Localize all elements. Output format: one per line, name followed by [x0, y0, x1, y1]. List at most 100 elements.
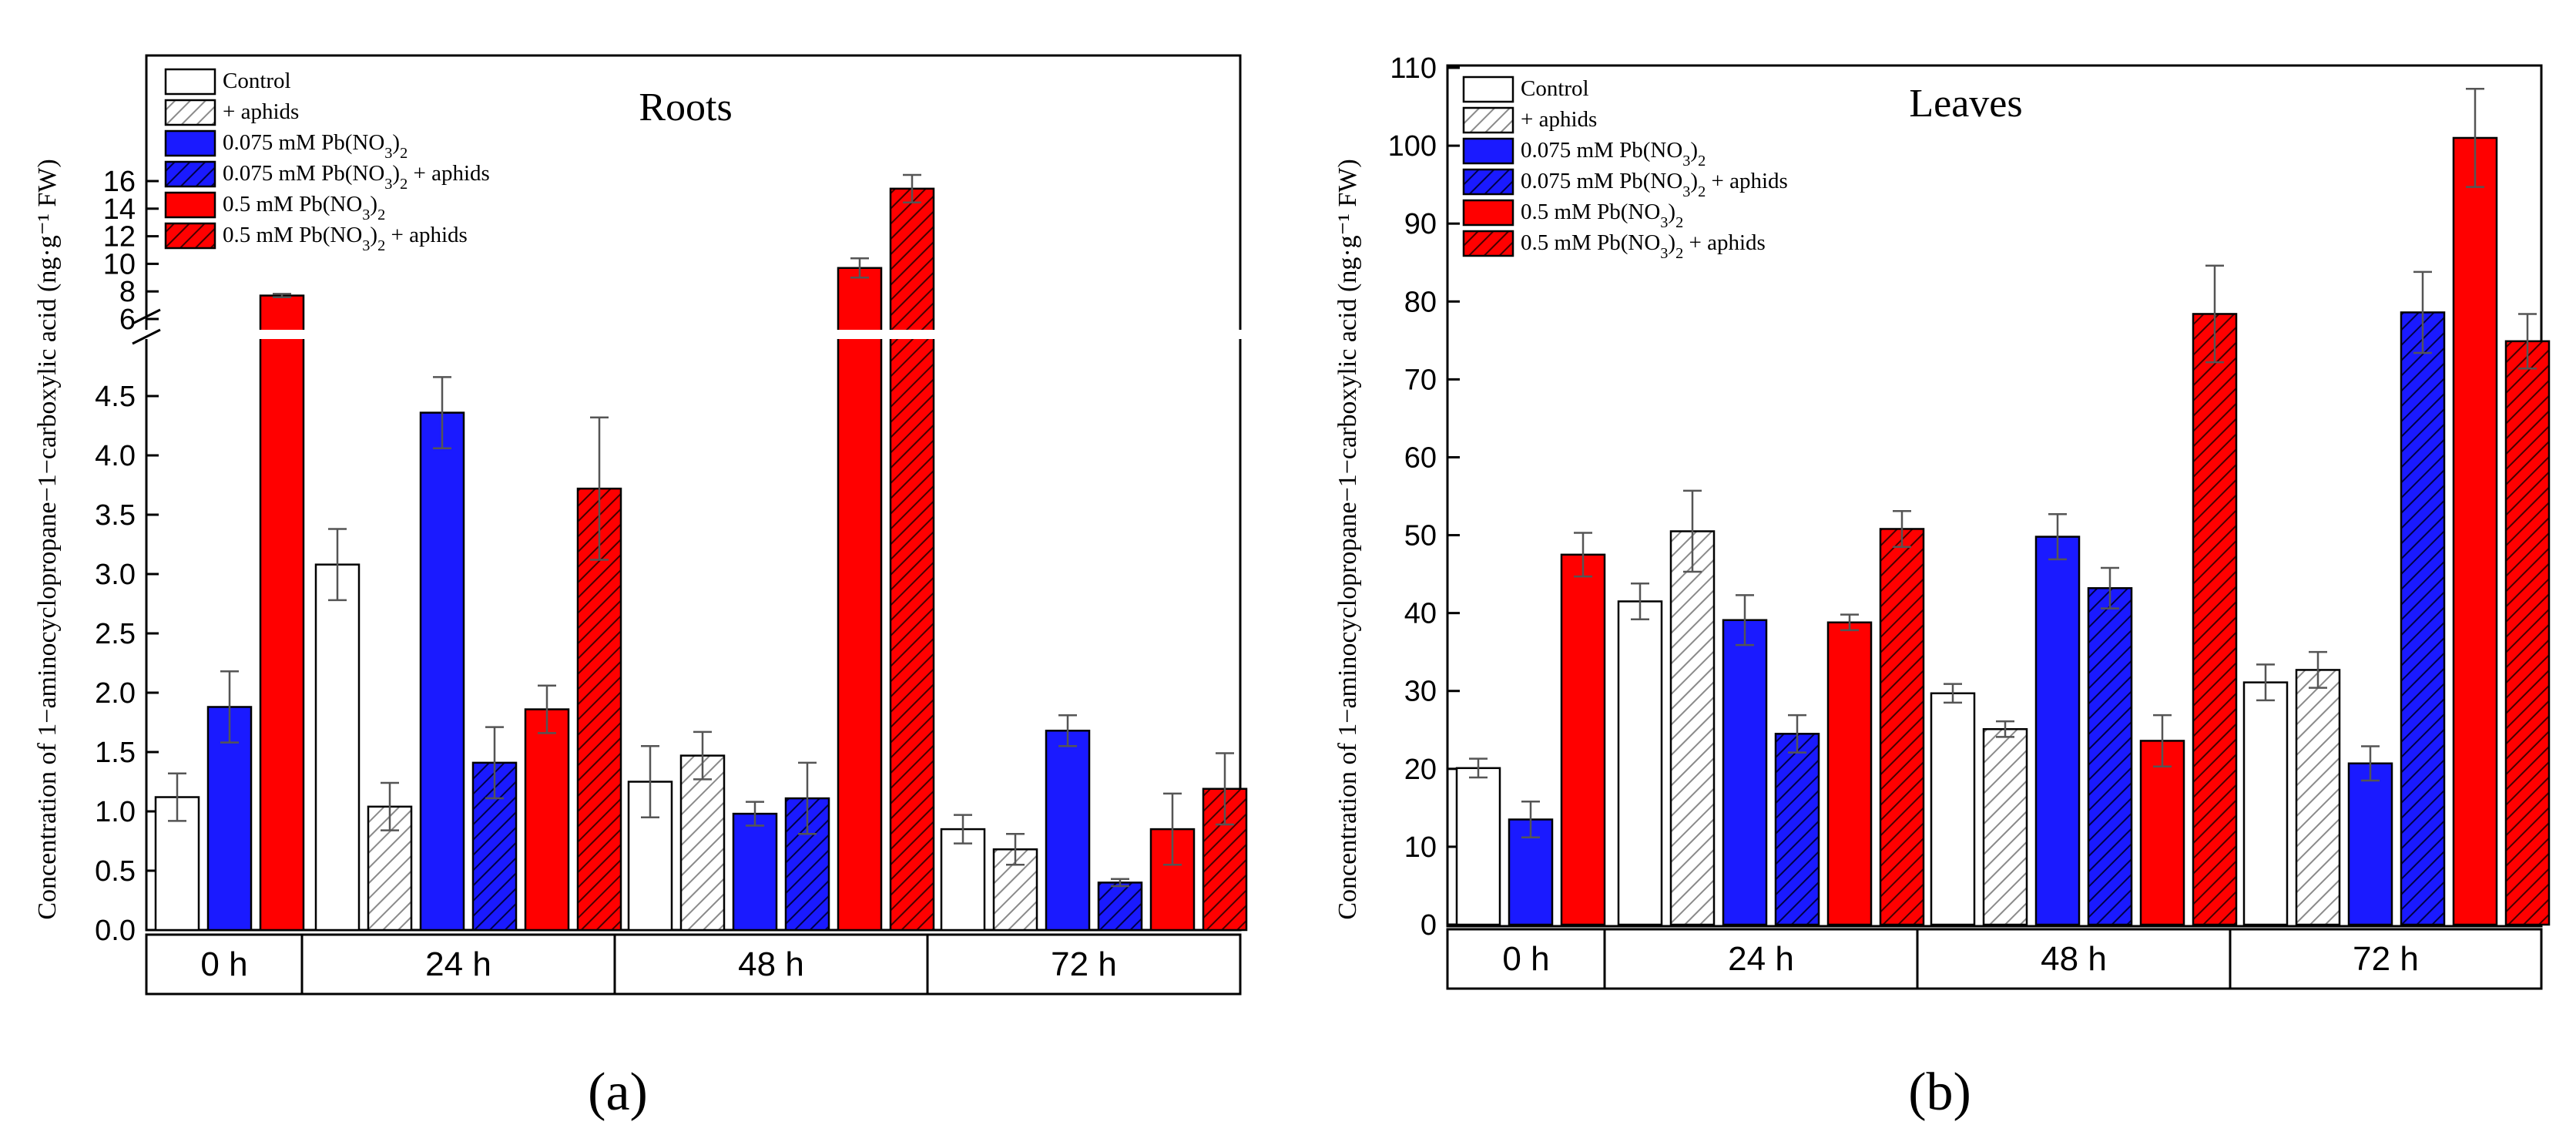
- bar: [1669, 530, 1716, 926]
- legend-swatch: [164, 160, 216, 188]
- time-label: 72 h: [1051, 945, 1117, 983]
- leaves-y-axis-label: Concentration of 1−aminocyclopropane−1−c…: [1333, 159, 1362, 919]
- legend-label: 0.5 mM Pb(NO3)2: [1521, 200, 1683, 231]
- y-tick-label: 4.0: [95, 440, 136, 472]
- time-row-frame: [145, 933, 1242, 996]
- y-tick-label: 110: [1390, 52, 1437, 85]
- leaves-title: Leaves: [1909, 82, 2022, 126]
- y-tick-label: 3.0: [95, 559, 136, 591]
- panel-label-a: (a): [588, 1063, 648, 1122]
- y-tick-label: 80: [1404, 286, 1437, 318]
- bar: [524, 708, 570, 932]
- y-tick-label: 4.5: [95, 381, 136, 413]
- bar: [2034, 536, 2081, 926]
- legend-swatch: [1462, 199, 1514, 227]
- y-tick-label: 40: [1404, 598, 1437, 630]
- y-tick-label: 30: [1404, 676, 1437, 708]
- bar: [2192, 313, 2238, 926]
- bar: [2242, 681, 2289, 926]
- y-tick-label: 1.5: [95, 737, 136, 769]
- legend-swatch: [164, 99, 216, 126]
- bar: [1930, 692, 1976, 926]
- bar: [2139, 740, 2185, 926]
- time-row-frame: [1446, 928, 2543, 990]
- y-tick-label: 60: [1404, 442, 1437, 474]
- bar: [992, 848, 1038, 932]
- bar: [154, 796, 200, 932]
- bar: [314, 563, 361, 932]
- roots-y-axis-label: Concentration of 1−aminocyclopropane−1−c…: [33, 159, 62, 919]
- legend-label: 0.075 mM Pb(NO3)2: [1521, 138, 1706, 170]
- legend-label: 0.075 mM Pb(NO3)2: [223, 130, 408, 162]
- y-tick-label: 20: [1404, 754, 1437, 786]
- y-tick-label: 0.5: [95, 855, 136, 888]
- legend-label: 0.5 mM Pb(NO3)2 + aphids: [1521, 230, 1766, 262]
- y-tick-label: 10: [103, 248, 136, 280]
- y-tick-label: 50: [1404, 520, 1437, 552]
- y-tick-label: 2.0: [95, 677, 136, 710]
- bar: [1826, 621, 1873, 926]
- roots-chart: 0.0 0.5 1.0 1.5 2.0 2.5 3.0 3.5 4.0 4.5 6810121416…: [33, 54, 1248, 996]
- bar: [2087, 587, 2133, 926]
- bar: [259, 294, 305, 932]
- bar: [576, 487, 622, 932]
- time-label: 72 h: [2353, 940, 2419, 978]
- y-tick-label: 16: [103, 166, 136, 198]
- bar: [679, 754, 726, 932]
- legend-label: Control: [1521, 76, 1589, 101]
- bar: [1982, 728, 2028, 926]
- roots-title: Roots: [639, 86, 732, 129]
- bar: [940, 828, 986, 932]
- panel-label-b: (b): [1908, 1063, 1971, 1122]
- roots-axis-break-mark: [132, 308, 161, 325]
- bar: [1774, 733, 1820, 926]
- legend-swatch: [1462, 106, 1514, 134]
- legend-swatch: [1462, 230, 1514, 257]
- legend-swatch: [164, 191, 216, 219]
- y-tick-label: 10: [1404, 831, 1437, 864]
- legend-label: 0.5 mM Pb(NO3)2 + aphids: [223, 223, 468, 254]
- legend-label: + aphids: [1521, 107, 1597, 132]
- bar: [1722, 619, 1768, 926]
- bar: [1617, 600, 1663, 926]
- y-tick-label: 2.5: [95, 618, 136, 650]
- bar: [2347, 762, 2393, 926]
- y-tick-label: 0: [1420, 909, 1437, 942]
- time-label: 0 h: [1502, 940, 1549, 978]
- y-tick-label: 90: [1404, 208, 1437, 240]
- legend-label: 0.075 mM Pb(NO3)2 + aphids: [223, 161, 490, 193]
- legend-label: 0.5 mM Pb(NO3)2: [223, 192, 385, 223]
- leaves-chart: 0 10 20 30 40 50 60 70 80 90 100 110 Leaves Concent…: [1333, 52, 2551, 990]
- legend-label: + aphids: [223, 99, 299, 124]
- legend-label: 0.075 mM Pb(NO3)2 + aphids: [1521, 169, 1788, 200]
- bar: [732, 812, 778, 932]
- legend-label: Control: [223, 69, 291, 93]
- legend-swatch: [1462, 137, 1514, 165]
- legend-swatch: [164, 222, 216, 250]
- bar: [889, 187, 935, 932]
- time-label: 0 h: [200, 945, 247, 983]
- bar: [1560, 553, 1606, 926]
- y-tick-label: 3.5: [95, 499, 136, 532]
- legend-swatch: [1462, 168, 1514, 196]
- roots-axis-break-gap: [116, 330, 1244, 339]
- bar: [1455, 767, 1501, 926]
- legend-swatch: [1462, 76, 1514, 103]
- bar: [837, 267, 883, 932]
- y-tick-label: 100: [1388, 130, 1437, 163]
- bar: [1097, 881, 1143, 932]
- y-tick-label: 1.0: [95, 796, 136, 828]
- time-label: 24 h: [425, 945, 491, 983]
- time-label: 48 h: [738, 945, 804, 983]
- bar: [2504, 340, 2551, 926]
- bar: [2400, 311, 2446, 926]
- bar: [1879, 528, 1925, 926]
- bar: [206, 706, 253, 932]
- roots-axis-break-mark: [132, 328, 161, 345]
- legend-swatch: [164, 68, 216, 96]
- time-label: 48 h: [2041, 940, 2107, 978]
- bar: [419, 411, 465, 932]
- y-tick-label: 70: [1404, 364, 1437, 396]
- y-tick-label: 0.0: [95, 915, 136, 947]
- y-tick-label: 14: [103, 193, 136, 226]
